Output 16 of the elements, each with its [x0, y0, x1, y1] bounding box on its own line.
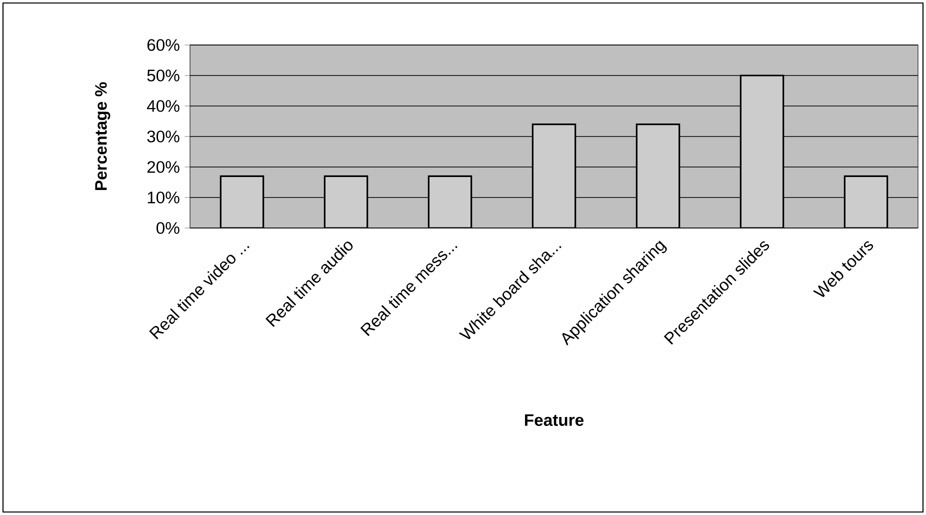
bar [324, 175, 368, 228]
bar [428, 175, 472, 228]
x-axis-title: Feature [525, 414, 584, 426]
y-tick-label: 0% [156, 222, 180, 234]
y-tick-label: 30% [147, 130, 180, 142]
bar [220, 175, 264, 228]
bar [844, 175, 888, 228]
y-tick-label: 60% [147, 39, 180, 51]
y-tick-label: 40% [146, 100, 180, 112]
bar [636, 124, 680, 228]
bar [740, 74, 784, 228]
bar [532, 124, 576, 228]
y-axis-title: Percentage % [95, 82, 110, 190]
y-tick-label: 20% [147, 161, 180, 173]
y-tick-label: 50% [147, 70, 180, 82]
y-tick-label: 10% [148, 192, 180, 204]
